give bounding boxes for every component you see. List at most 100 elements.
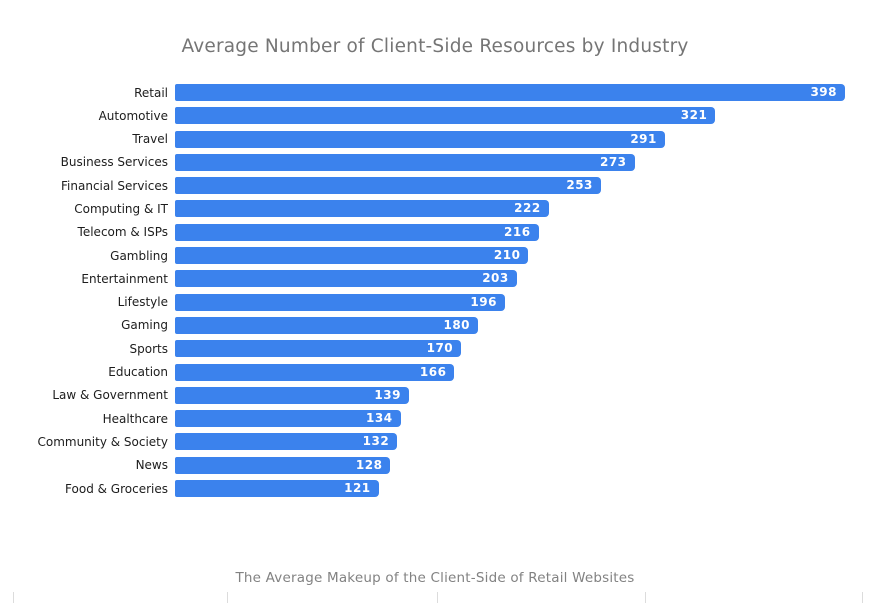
- bar: 291: [175, 130, 665, 148]
- bar: 134: [175, 410, 401, 428]
- category-label: Gambling: [110, 248, 168, 263]
- axis-tick: [862, 592, 863, 603]
- value-label: 210: [493, 248, 521, 263]
- chart-row: Entertainment 203: [0, 270, 845, 288]
- chart-row: Business Services 273: [0, 153, 845, 171]
- bar-chart: Retail 398 Automotive 321 Travel 291 Business …: [0, 84, 845, 503]
- category-label: Law & Government: [52, 388, 168, 403]
- bar-track: 166: [175, 363, 845, 381]
- axis-tick: [437, 592, 438, 603]
- value-label: 170: [426, 341, 454, 356]
- bar-track: 139: [175, 386, 845, 404]
- next-chart-top-ticks: [0, 592, 870, 603]
- bar: 203: [175, 270, 517, 288]
- category-label: Retail: [134, 85, 168, 100]
- value-label: 321: [680, 108, 708, 123]
- value-label: 128: [355, 457, 383, 472]
- chart-row: Computing & IT 222: [0, 200, 845, 218]
- bar-track: 170: [175, 340, 845, 358]
- chart-row: Lifestyle 196: [0, 293, 845, 311]
- bar-track: 321: [175, 107, 845, 125]
- category-label: Gaming: [121, 318, 168, 333]
- value-label: 196: [470, 294, 497, 309]
- category-label: Lifestyle: [117, 295, 168, 310]
- value-label: 139: [374, 387, 401, 402]
- bar: 273: [175, 153, 635, 171]
- chart-row: Retail 398: [0, 84, 845, 101]
- chart-row: Sports 170: [0, 340, 845, 358]
- value-label: 121: [344, 481, 371, 496]
- value-label: 166: [419, 364, 447, 379]
- bar-track: 180: [175, 316, 845, 334]
- value-label: 216: [504, 224, 531, 239]
- value-label: 180: [443, 317, 471, 332]
- chart-row: Financial Services 253: [0, 177, 845, 195]
- chart-row: Food & Groceries 121: [0, 480, 845, 498]
- chart-row: Healthcare 134: [0, 410, 845, 428]
- value-label: 273: [599, 154, 627, 169]
- bar: 180: [175, 316, 479, 334]
- axis-tick: [227, 592, 228, 603]
- bar: 132: [175, 433, 398, 451]
- chart-row: Law & Government 139: [0, 386, 845, 404]
- category-label: Computing & IT: [74, 201, 168, 216]
- chart-row: Telecom & ISPs 216: [0, 223, 845, 241]
- axis-tick: [13, 592, 14, 603]
- value-label: 134: [366, 411, 393, 426]
- bar: 139: [175, 386, 409, 404]
- value-label: 291: [630, 131, 657, 146]
- value-label: 398: [810, 85, 837, 99]
- bar-track: 134: [175, 410, 845, 428]
- chart-row: Community & Society 132: [0, 433, 845, 451]
- bar: 253: [175, 177, 601, 195]
- bar: 121: [175, 480, 379, 498]
- chart-row: Gambling 210: [0, 247, 845, 265]
- bar: 321: [175, 107, 716, 125]
- bar: 166: [175, 363, 455, 381]
- chart-row: News 128: [0, 456, 845, 474]
- chart-row: Automotive 321: [0, 107, 845, 125]
- category-label: Sports: [129, 341, 168, 356]
- bar: 210: [175, 247, 529, 265]
- category-label: Financial Services: [61, 178, 168, 193]
- chart-row: Gaming 180: [0, 316, 845, 334]
- bar-track: 203: [175, 270, 845, 288]
- category-label: Telecom & ISPs: [77, 225, 168, 240]
- value-label: 203: [482, 271, 509, 286]
- category-label: Food & Groceries: [65, 481, 168, 496]
- bar: 170: [175, 340, 462, 358]
- bar-track: 222: [175, 200, 845, 218]
- bar: 222: [175, 200, 549, 218]
- bar: 196: [175, 293, 505, 311]
- axis-tick: [645, 592, 646, 603]
- bar-track: 216: [175, 223, 845, 241]
- bar-track: 398: [175, 84, 845, 101]
- bar-track: 128: [175, 456, 845, 474]
- category-label: Healthcare: [102, 411, 168, 426]
- bar-track: 253: [175, 177, 845, 195]
- category-label: Community & Society: [37, 434, 168, 449]
- category-label: Business Services: [60, 155, 168, 170]
- bar-track: 291: [175, 130, 845, 148]
- category-label: Education: [108, 365, 168, 380]
- bar: 216: [175, 223, 539, 241]
- bar: 128: [175, 456, 391, 474]
- chart-row: Travel 291: [0, 130, 845, 148]
- value-label: 253: [566, 178, 593, 193]
- category-label: Travel: [132, 132, 168, 147]
- bar-track: 273: [175, 153, 845, 171]
- value-label: 132: [362, 434, 390, 449]
- bar: 398: [175, 84, 845, 101]
- bar-track: 132: [175, 433, 845, 451]
- bar-track: 196: [175, 293, 845, 311]
- bar-track: 210: [175, 247, 845, 265]
- bar-track: 121: [175, 480, 845, 498]
- next-chart-title: The Average Makeup of the Client-Side of…: [235, 570, 635, 586]
- category-label: News: [135, 458, 168, 473]
- category-label: Entertainment: [81, 271, 168, 286]
- chart-title: Average Number of Client-Side Resources …: [181, 36, 689, 57]
- value-label: 222: [514, 201, 541, 216]
- chart-row: Education 166: [0, 363, 845, 381]
- category-label: Automotive: [98, 108, 168, 123]
